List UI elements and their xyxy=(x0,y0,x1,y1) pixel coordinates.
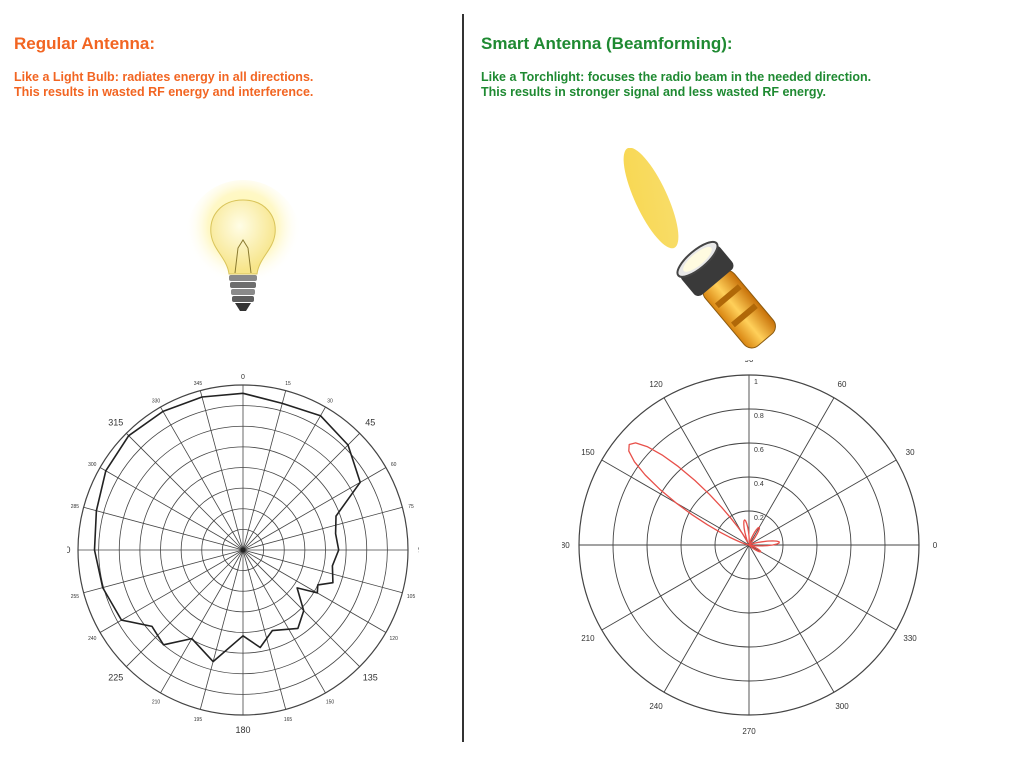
angle-label: 30 xyxy=(906,448,915,457)
grid-spoke xyxy=(242,549,326,694)
smart-antenna-heading: Smart Antenna (Beamforming): xyxy=(481,34,733,53)
grid-spoke xyxy=(126,433,244,551)
regular-antenna-desc-line-2: This results in wasted RF energy and int… xyxy=(14,85,314,99)
regular-antenna-description: Like a Light Bulb: radiates energy in al… xyxy=(14,70,313,100)
degree-label: 330 xyxy=(152,398,161,404)
angle-label: 300 xyxy=(835,702,849,711)
grid-spoke xyxy=(83,549,244,594)
regular-antenna-desc-line-1: Like a Light Bulb: radiates energy in al… xyxy=(14,70,314,84)
degree-label: 150 xyxy=(326,700,335,706)
degree-label: 120 xyxy=(390,636,399,642)
radial-label: 1 xyxy=(754,379,758,386)
grid-spoke xyxy=(99,467,244,551)
angle-label: 330 xyxy=(903,634,917,643)
degree-label: 225 xyxy=(108,672,123,682)
angle-label: 60 xyxy=(838,380,847,389)
grid-spoke xyxy=(83,506,244,551)
degree-label: 90 xyxy=(418,545,419,555)
degree-label: 105 xyxy=(407,594,416,600)
beam-pattern xyxy=(628,442,780,553)
grid-spoke xyxy=(242,549,403,594)
angle-label: 120 xyxy=(649,380,663,389)
angle-label: 210 xyxy=(581,634,595,643)
degree-label: 15 xyxy=(285,381,291,387)
degree-label: 45 xyxy=(365,418,375,428)
radial-label: 0.2 xyxy=(754,515,764,522)
regular-antenna-panel: Regular Antenna: Like a Light Bulb: radi… xyxy=(0,0,463,770)
grid-spoke xyxy=(748,544,897,631)
grid-spoke xyxy=(748,397,835,546)
grid-spoke xyxy=(242,406,326,551)
radial-label: 0.8 xyxy=(754,413,764,420)
grid-spoke xyxy=(663,397,750,546)
grid-spoke xyxy=(99,549,244,633)
flashlight-icon xyxy=(623,148,776,349)
grid-spoke xyxy=(242,433,360,551)
degree-label: 180 xyxy=(235,725,250,735)
grid-spoke xyxy=(242,506,403,551)
smart-antenna-panel: Smart Antenna (Beamforming): Like a Torc… xyxy=(466,0,1015,770)
angle-label: 270 xyxy=(742,727,756,736)
regular-antenna-heading: Regular Antenna: xyxy=(14,34,156,53)
angle-label: 0 xyxy=(933,541,938,550)
degree-label: 285 xyxy=(71,504,80,510)
smart-antenna-desc-line-1: Like a Torchlight: focuses the radio bea… xyxy=(481,70,872,84)
degree-label: 60 xyxy=(391,462,397,468)
radial-label: 0.4 xyxy=(754,481,764,488)
angle-label: 150 xyxy=(581,448,595,457)
grid-spoke xyxy=(242,467,387,551)
grid-spoke xyxy=(601,544,750,631)
degree-label: 315 xyxy=(108,418,123,428)
degree-label: 165 xyxy=(284,717,293,723)
radiation-pattern xyxy=(93,392,362,663)
smart-antenna-polar-plot: 0 30 60 90 120 150 180 210 240 270 300 330 0.2 0.4 0.6… xyxy=(562,360,938,736)
degree-label: 240 xyxy=(88,636,97,642)
angle-label: 90 xyxy=(745,360,754,364)
smart-antenna-desc-line-2: This results in stronger signal and less… xyxy=(481,85,827,99)
grid-spoke xyxy=(160,549,244,694)
grid-spoke xyxy=(160,406,244,551)
panel-divider xyxy=(462,14,464,742)
light-bulb-icon xyxy=(185,180,301,311)
radial-label: 0.6 xyxy=(754,447,764,454)
angle-label: 180 xyxy=(562,541,570,550)
degree-label: 270 xyxy=(67,545,71,555)
grid-spoke xyxy=(199,549,244,710)
grid-spoke xyxy=(748,544,835,693)
degree-label: 345 xyxy=(194,381,203,387)
grid-spoke xyxy=(126,549,244,667)
degree-label: 210 xyxy=(152,700,161,706)
smart-antenna-description: Like a Torchlight: focuses the radio bea… xyxy=(481,70,871,100)
plot-center xyxy=(240,547,246,553)
degree-label: 30 xyxy=(327,398,333,404)
degree-label: 0 xyxy=(241,374,245,381)
degree-label: 75 xyxy=(408,504,414,510)
degree-label: 195 xyxy=(194,717,203,723)
degree-label: 300 xyxy=(88,462,97,468)
grid-spoke xyxy=(242,549,387,633)
grid-spoke xyxy=(242,549,287,710)
grid-spoke xyxy=(242,390,287,551)
degree-label: 135 xyxy=(363,672,378,682)
grid-spoke xyxy=(663,544,750,693)
angle-label: 240 xyxy=(649,702,663,711)
grid-spoke xyxy=(199,390,244,551)
regular-antenna-polar-plot: 0 15 30 45 60 75 90 105 120 135 150 165 180 195 210 225… xyxy=(67,374,419,735)
grid-spoke xyxy=(748,459,897,546)
grid-spoke xyxy=(242,549,360,667)
degree-label: 255 xyxy=(71,594,80,600)
